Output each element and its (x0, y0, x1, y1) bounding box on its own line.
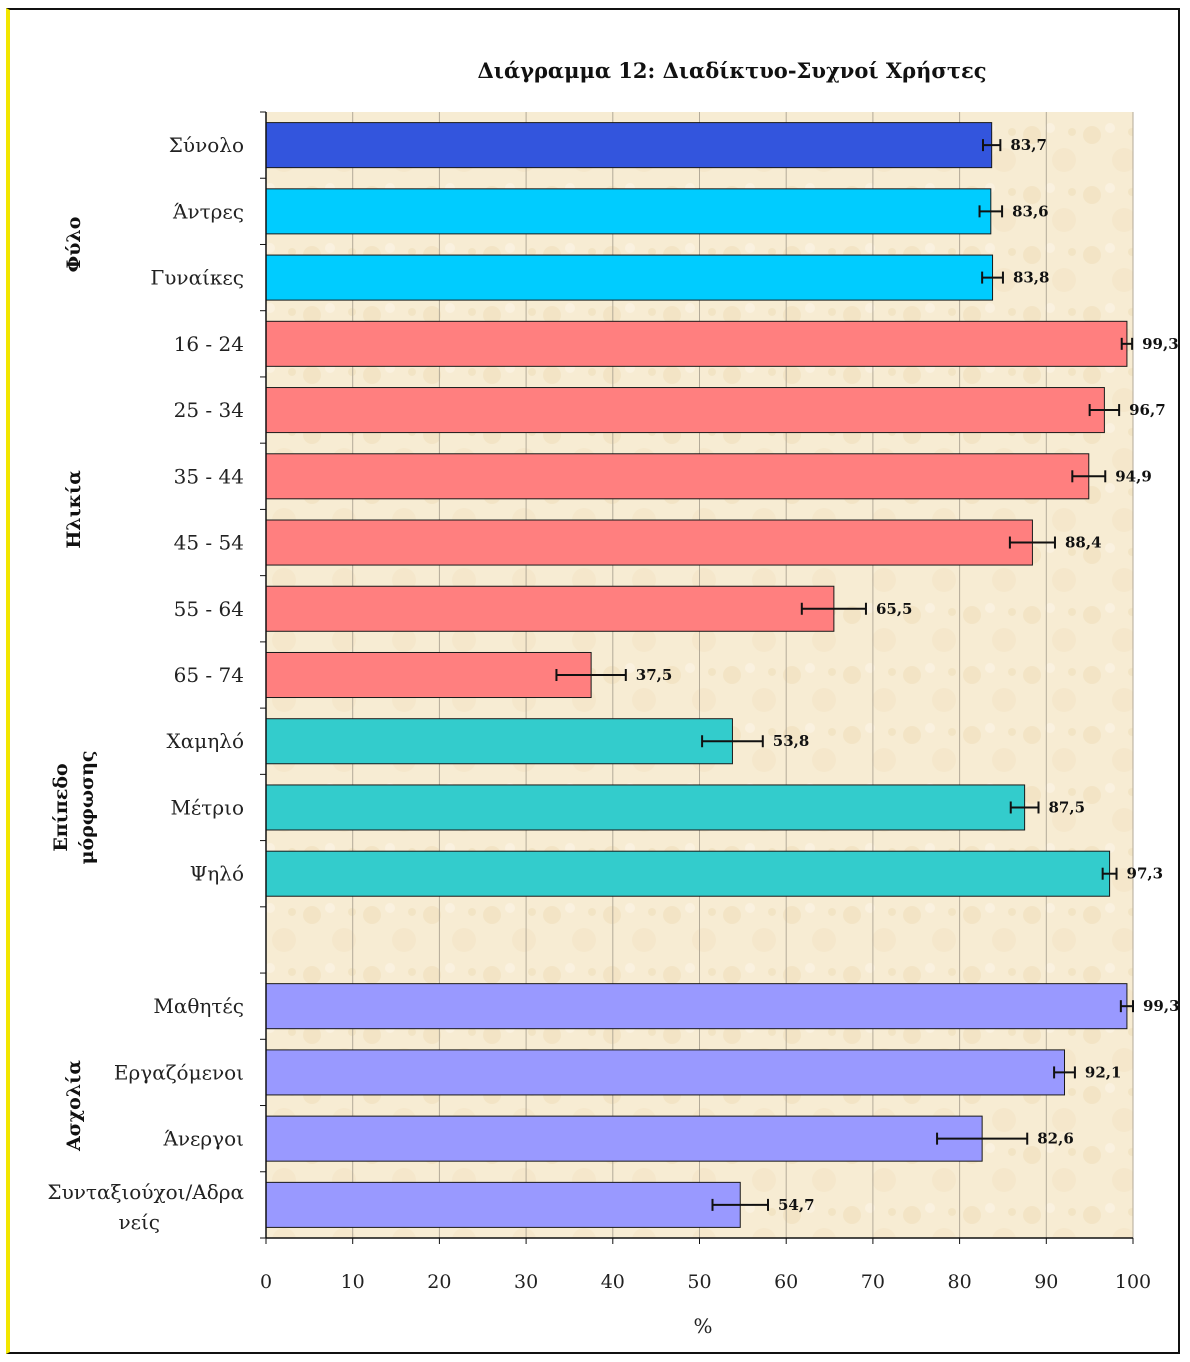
bar (265, 320, 1128, 367)
data-label: 83,6 (1012, 202, 1049, 220)
x-tick-label: 10 (341, 1271, 365, 1293)
category-label: Εργαζόμενοι (114, 1060, 244, 1084)
x-tick-label: 40 (601, 1271, 625, 1293)
x-tick-label: 70 (861, 1271, 885, 1293)
category-label: 16 - 24 (174, 332, 244, 356)
x-tick-label: 50 (687, 1271, 711, 1293)
group-label: Ηλικία (63, 470, 85, 549)
category-label: Χαμηλό (167, 729, 244, 753)
data-label: 83,7 (1010, 136, 1047, 154)
bar (265, 651, 592, 699)
x-tick-label: 80 (948, 1271, 972, 1293)
data-label: 96,7 (1129, 401, 1166, 419)
bar (265, 718, 733, 765)
group-label: μόρφωσης (76, 751, 98, 865)
data-label: 53,8 (773, 732, 810, 750)
bar (265, 850, 1111, 897)
bar (265, 983, 1128, 1030)
data-label: 54,7 (778, 1196, 815, 1214)
bar (265, 585, 835, 632)
category-label: Σύνολο (169, 133, 244, 157)
data-label: 87,5 (1048, 798, 1085, 816)
category-label: Άνεργοι (162, 1127, 244, 1151)
category-label: Γυναίκες (150, 266, 244, 290)
category-label: Άντρες (172, 199, 244, 223)
group-label: Φύλο (63, 217, 85, 273)
category-label: 65 - 74 (174, 663, 244, 687)
category-label: Συνταξιούχοι/Αδρα (47, 1180, 244, 1204)
x-tick-label: 0 (260, 1271, 272, 1293)
x-axis-label: % (693, 1314, 712, 1338)
data-label: 65,5 (876, 600, 913, 618)
category-label: Μέτριο (170, 795, 244, 819)
bar (265, 1181, 741, 1228)
bar (265, 122, 993, 169)
data-label: 97,3 (1127, 865, 1164, 883)
category-label: Μαθητές (153, 994, 244, 1018)
labels-layer: 83,7 Σύνολο 83,6 Άντρες 83,8 Γυναίκες 99,3 16 -… (47, 133, 1179, 1293)
chart-title: Διάγραμμα 12: Διαδίκτυο-Συχνοί Χρήστες (477, 58, 986, 83)
bar (265, 254, 994, 301)
bar (265, 453, 1090, 500)
bar (265, 1049, 1066, 1096)
data-label: 94,9 (1115, 467, 1152, 485)
category-label: 55 - 64 (174, 597, 244, 621)
x-tick-label: 30 (514, 1271, 538, 1293)
bar (265, 188, 992, 235)
data-label: 99,3 (1143, 997, 1180, 1015)
data-label: 92,1 (1085, 1063, 1122, 1081)
axes-layer (260, 111, 1134, 1244)
x-tick-label: 60 (774, 1271, 798, 1293)
category-label: Ψηλό (190, 862, 244, 886)
bar (265, 387, 1105, 434)
data-label: 83,8 (1013, 269, 1050, 287)
group-label: Επίπεδο (50, 763, 72, 851)
data-label: 37,5 (636, 666, 673, 684)
data-label: 82,6 (1037, 1130, 1074, 1148)
x-tick-label: 20 (427, 1271, 451, 1293)
data-label: 88,4 (1065, 534, 1102, 552)
bar (265, 1115, 983, 1162)
data-label: 99,3 (1142, 335, 1179, 353)
category-label: νείς (118, 1210, 160, 1234)
group-label: Ασχολία (63, 1060, 85, 1152)
x-tick-label: 100 (1115, 1271, 1151, 1293)
bar (265, 784, 1026, 831)
category-label: 35 - 44 (174, 464, 244, 488)
x-tick-label: 90 (1034, 1271, 1058, 1293)
category-label: 45 - 54 (174, 531, 244, 555)
bar (265, 519, 1033, 566)
category-label: 25 - 34 (174, 398, 244, 422)
